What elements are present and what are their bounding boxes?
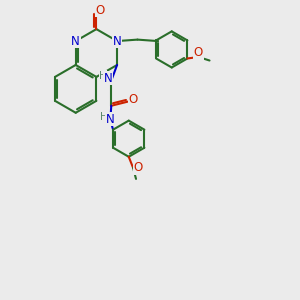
Text: O: O (95, 4, 104, 17)
Text: N: N (71, 34, 80, 48)
Text: O: O (128, 93, 137, 106)
Text: N: N (104, 72, 113, 85)
Text: N: N (106, 113, 115, 126)
Text: H: H (99, 71, 107, 81)
Text: N: N (113, 34, 122, 48)
Text: O: O (194, 46, 203, 59)
Text: H: H (100, 112, 108, 122)
Text: O: O (133, 161, 142, 174)
